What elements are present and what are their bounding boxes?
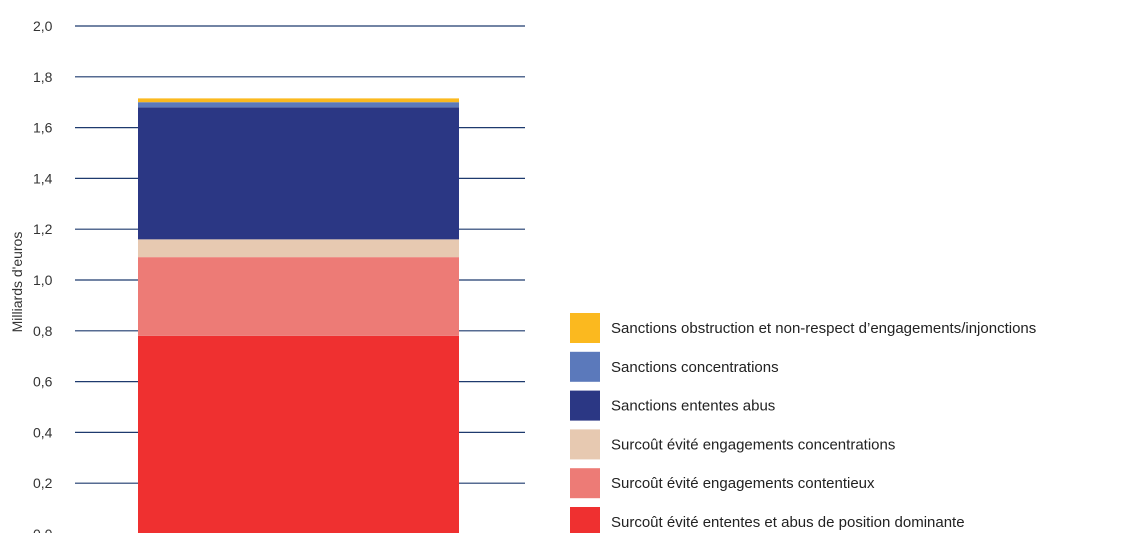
legend-item: Surcoût évité ententes et abus de positi… [570, 507, 965, 533]
legend-label: Surcoût évité ententes et abus de positi… [611, 514, 965, 531]
legend-swatch [570, 468, 600, 499]
bar-segment [138, 102, 459, 108]
legend-label: Sanctions concentrations [611, 359, 779, 376]
bar-segment [138, 335, 459, 533]
legend-swatch [570, 390, 600, 421]
bar-segment [138, 239, 459, 258]
y-tick-label: 0,2 [33, 475, 53, 491]
legend-label: Sanctions obstruction et non-respect d’e… [611, 320, 1036, 337]
legend-swatch [570, 313, 600, 343]
legend-label: Surcoût évité engagements contentieux [611, 475, 875, 492]
y-tick-label: 2,0 [33, 18, 53, 34]
y-tick-label: 1,0 [33, 272, 53, 288]
y-tick-labels: 0,0 0,2 0,4 0,6 0,8 1,0 1,2 1,4 1,6 1,8 2,0 [33, 18, 53, 533]
legend: Sanctions obstruction et non-respect d’e… [570, 313, 1036, 533]
legend-swatch [570, 507, 600, 533]
legend-item: Sanctions ententes abus [570, 390, 775, 421]
bars-layer [138, 98, 459, 533]
y-tick-label: 1,8 [33, 69, 53, 85]
y-tick-label: 1,2 [33, 221, 53, 237]
bar-segment [138, 107, 459, 240]
y-tick-label: 1,6 [33, 120, 53, 136]
y-tick-label: 0,0 [33, 526, 53, 533]
legend-item: Sanctions obstruction et non-respect d’e… [570, 313, 1036, 343]
legend-item: Sanctions concentrations [570, 351, 779, 382]
legend-swatch [570, 351, 600, 382]
legend-label: Surcoût évité engagements concentrations [611, 436, 895, 453]
legend-item: Surcoût évité engagements concentrations [570, 429, 895, 460]
legend-item: Surcoût évité engagements contentieux [570, 468, 875, 499]
bar-segment [138, 257, 459, 336]
y-tick-label: 0,6 [33, 374, 53, 390]
y-axis-label: Milliards d'euros [9, 232, 25, 333]
y-tick-label: 1,4 [33, 170, 53, 186]
legend-swatch [570, 429, 600, 460]
legend-label: Sanctions ententes abus [611, 398, 775, 415]
y-tick-label: 0,4 [33, 424, 53, 440]
bar-segment [138, 98, 459, 103]
y-tick-label: 0,8 [33, 323, 53, 339]
